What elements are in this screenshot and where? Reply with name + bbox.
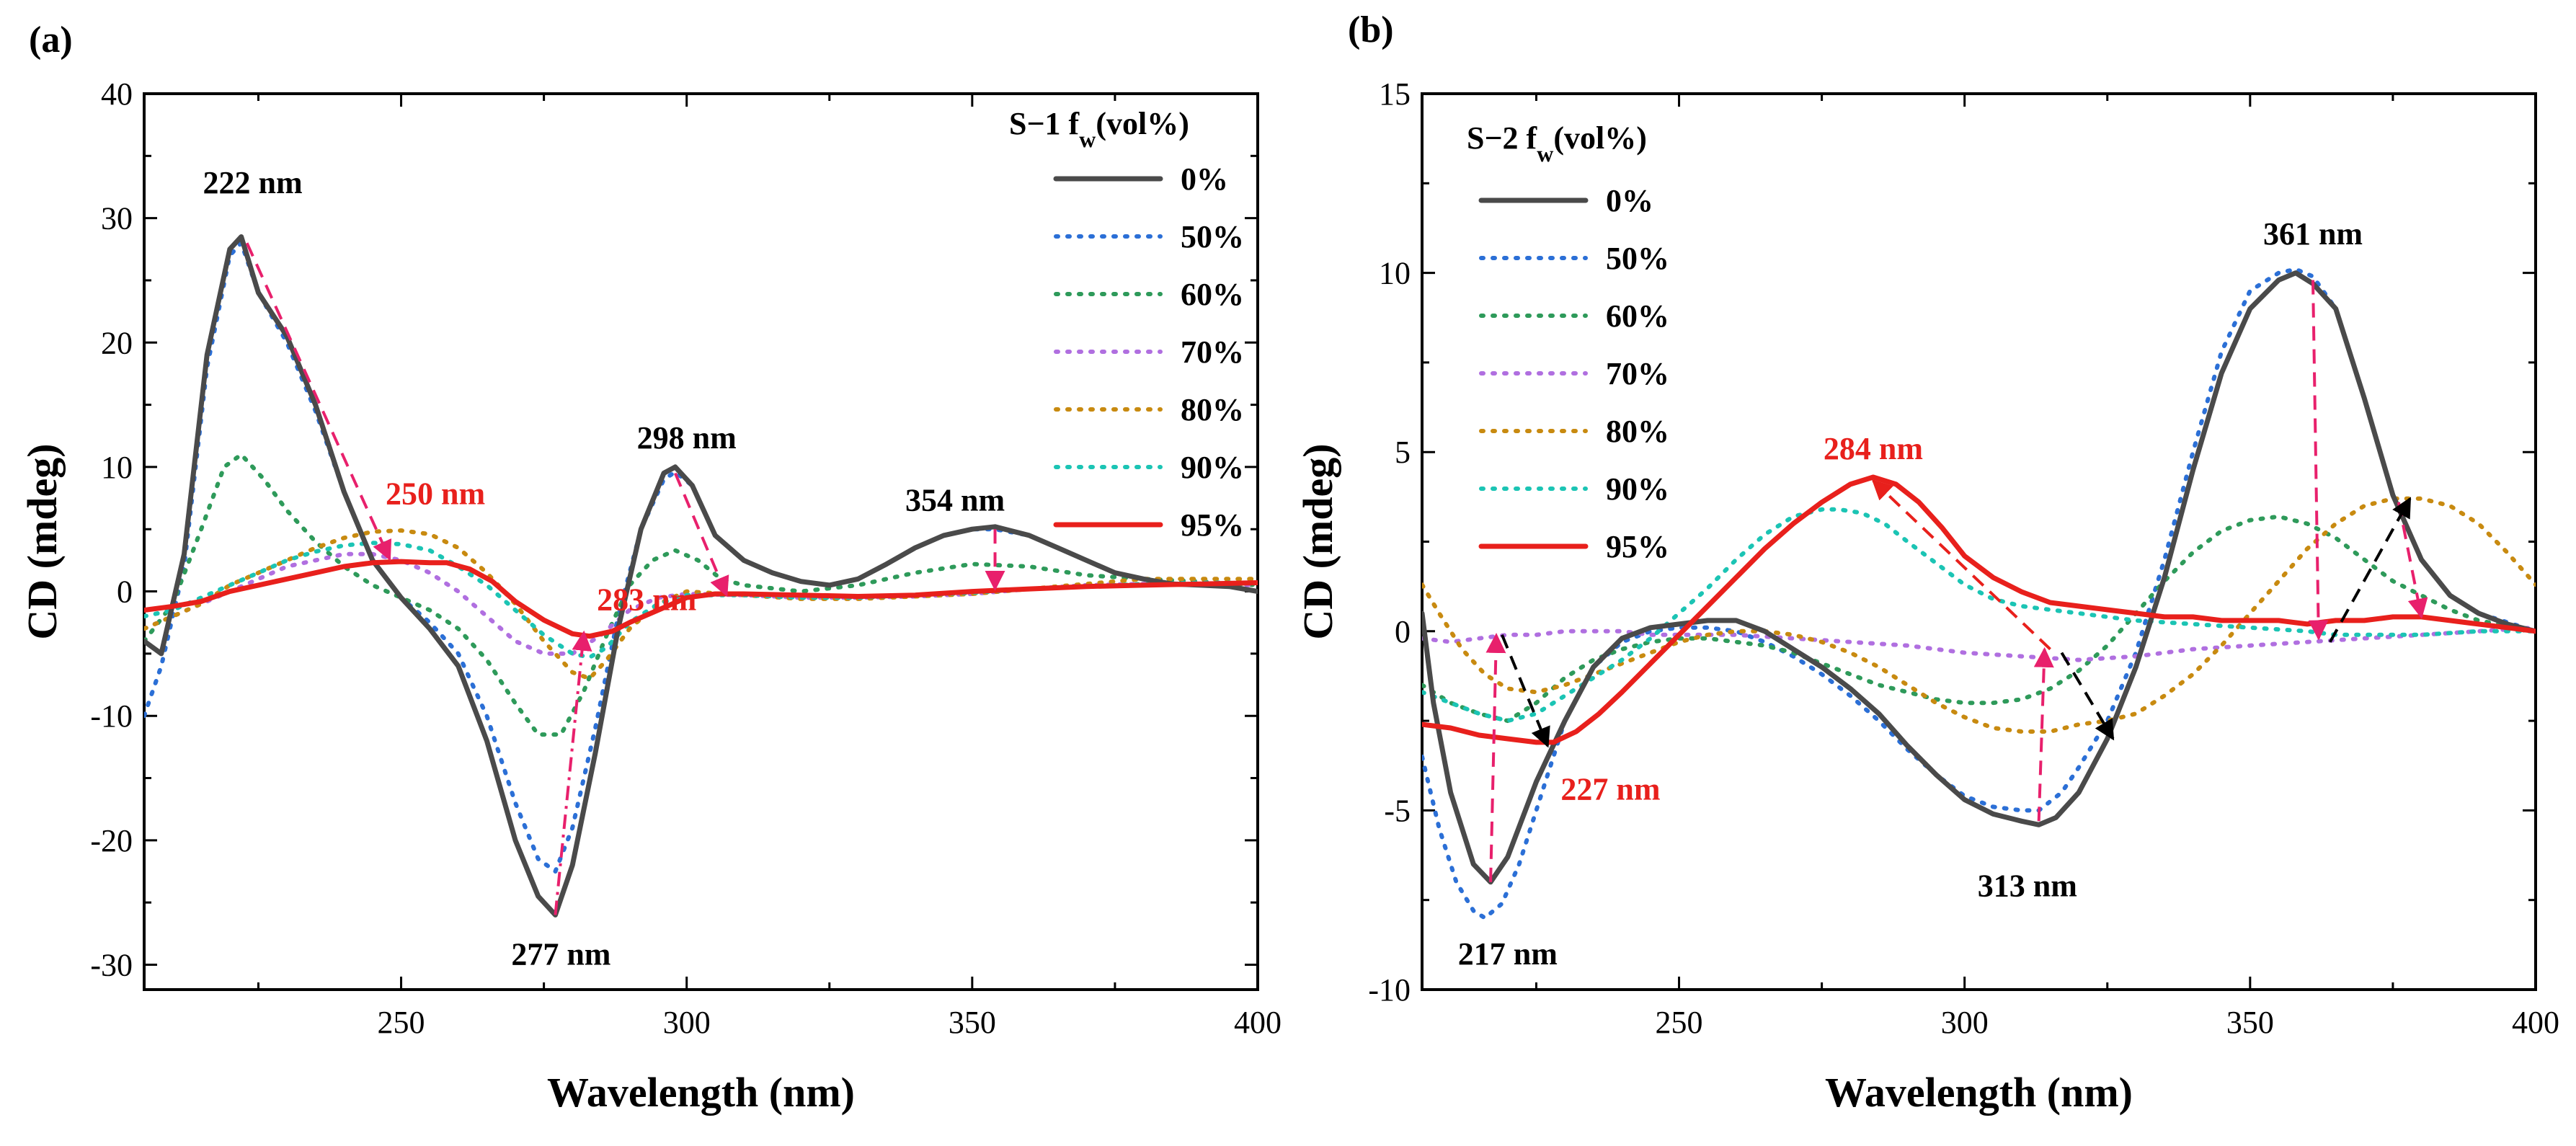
arrow-b-0 [2308,280,2329,641]
legend-label-a-60pct: 60% [1181,277,1244,312]
arrow-b-7 [2329,497,2412,643]
legend-b: S−2 fw(vol%) 0% 50% 60% 70% 80% 90% 95% [1467,120,1669,564]
arrow-b-2 [2033,647,2054,822]
x-axis-label-b: Wavelength (nm) [1825,1069,2133,1116]
series-group-b [1422,267,2536,920]
y-tick-label-b: 15 [1379,76,1411,112]
legend-label-b-80pct: 80% [1606,414,1669,449]
y-tick-label-a: 0 [117,574,133,610]
annotation-a-0: 222 nm [203,165,302,200]
legend-label-b-50pct: 50% [1606,241,1669,276]
arrow-b-1 [2397,502,2428,619]
x-tick-label-b: 400 [2512,1005,2559,1040]
legend-label-a-95pct: 95% [1181,507,1244,543]
annotation-a-1: 250 nm [386,476,485,512]
legend-title-a: S−1 fw(vol%) [1009,106,1189,152]
legend-label-a-70pct: 70% [1181,334,1244,370]
y-tick-label-a: 40 [101,76,133,112]
x-tick-label-b: 250 [1656,1005,1703,1040]
series-line-b-90pct [1422,507,2536,724]
series-line-b-95pct [1422,474,2536,745]
y-tick-label-a: 30 [101,201,133,236]
annotation-a-4: 354 nm [905,482,1005,518]
chart-b: 250 300 350 400 -10 -5 0 5 10 15 Wavelength (nm) CD… [1294,76,2559,1116]
y-tick-label-b: -10 [1368,972,1411,1008]
x-axis-label-a: Wavelength (nm) [547,1069,855,1116]
annotation-b-0: 361 nm [2263,216,2363,252]
legend-label-a-80pct: 80% [1181,392,1244,427]
annotation-b-4: 217 nm [1458,936,1558,972]
series-line-a-0pct [144,234,1258,918]
chart-a: 250 300 350 400 -30 -20 -10 0 10 20 30 40 Wavelength… [19,76,1282,1116]
annotation-a-5: 277 nm [511,936,610,972]
y-axis-label-a: CD (mdeg) [19,443,66,639]
series-line-b-70pct [1422,625,2536,662]
annotation-b-1: 284 nm [1824,431,1923,466]
annotation-b-2: 227 nm [1560,771,1660,807]
legend-label-a-50pct: 50% [1181,219,1244,254]
series-line-a-95pct [144,559,1258,639]
series-line-a-70pct [144,551,1258,656]
legend-label-b-90pct: 90% [1606,471,1669,507]
legend-label-b-70pct: 70% [1606,356,1669,391]
arrow-b-4 [1871,479,2051,651]
arrow-a-0 [245,242,392,561]
y-tick-label-b: 5 [1395,435,1411,470]
series-line-a-90pct [144,541,1258,660]
x-tick-label-a: 300 [663,1005,711,1040]
y-tick-label-b: 10 [1379,256,1411,291]
x-tick-label-b: 300 [1941,1005,1989,1040]
series-group-a [144,234,1258,918]
series-line-a-50pct [144,241,1258,874]
x-tick-label-b: 350 [2226,1005,2274,1040]
y-tick-label-a: 20 [101,325,133,360]
arrow-a-3 [554,630,592,915]
x-tick-label-a: 400 [1234,1005,1282,1040]
panel-label-b: (b) [1348,9,1394,50]
legend-label-b-0pct: 0% [1606,183,1653,218]
annotation-a-3: 298 nm [637,420,737,456]
series-line-a-60pct [144,452,1258,737]
y-tick-label-a: 10 [101,450,133,485]
x-tick-label-a: 350 [949,1005,996,1040]
legend-label-a-0pct: 0% [1181,161,1228,197]
legend-a: S−1 fw(vol%) 0% 50% 60% 70% 80% 90% 95% [1009,106,1244,543]
series-line-b-0pct [1422,270,2536,885]
legend-label-b-95pct: 95% [1606,529,1669,564]
annotation-a-2: 283 nm [597,582,696,617]
panel-label-a: (a) [29,19,73,61]
arrow-b-6 [2060,652,2115,741]
arrow-b-3 [1485,632,1506,882]
y-tick-label-b: 0 [1395,614,1411,649]
legend-label-b-60pct: 60% [1606,298,1669,334]
series-line-a-80pct [144,528,1258,681]
series-line-b-80pct [1422,496,2536,734]
y-tick-label-b: -5 [1384,793,1411,828]
y-tick-label-a: -20 [90,823,133,858]
legend-title-b: S−2 fw(vol%) [1467,120,1647,166]
plot-frame-b [1421,92,2537,991]
y-tick-label-a: -10 [90,698,133,734]
arrow-b-5 [1501,634,1550,748]
y-axis-label-b: CD (mdeg) [1294,443,1341,639]
y-tick-label-a: -30 [90,947,133,982]
x-tick-label-a: 250 [378,1005,425,1040]
arrow-a-1 [674,472,729,598]
legend-label-a-90pct: 90% [1181,450,1244,485]
annotation-b-3: 313 nm [1978,869,2077,904]
plot-frame-a [143,92,1259,991]
